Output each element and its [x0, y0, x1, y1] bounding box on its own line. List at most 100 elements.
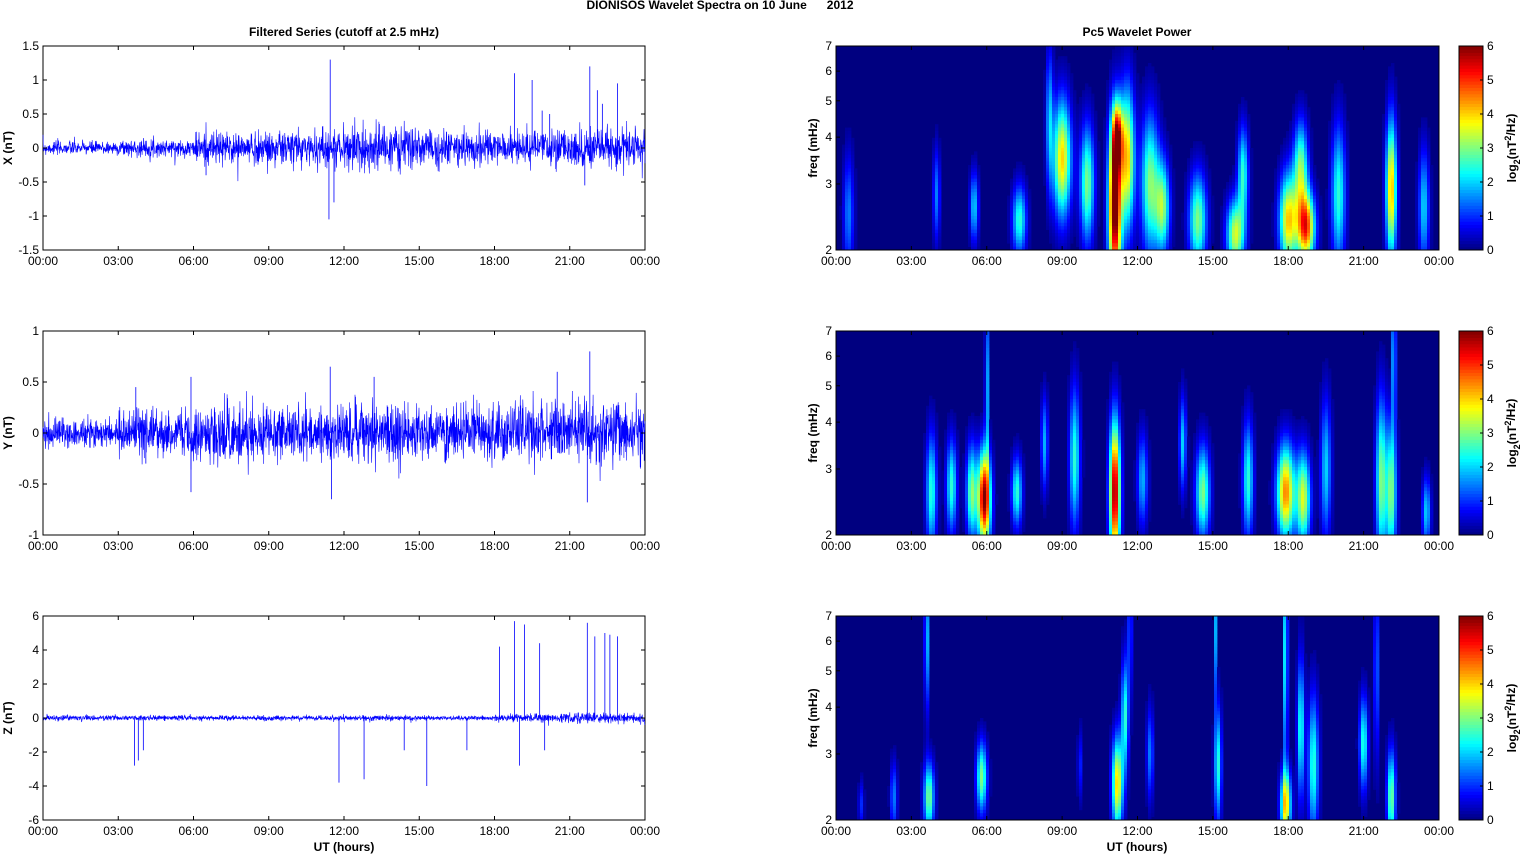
heatmap-cell [1199, 185, 1203, 190]
heatmap-cell [1292, 134, 1296, 139]
heatmap-cell [1127, 86, 1131, 91]
heatmap-cell [971, 209, 975, 213]
heatmap-cell [1115, 182, 1119, 186]
heatmap-cell [1127, 117, 1131, 122]
heatmap-cell [1019, 216, 1023, 220]
heatmap-cell [1124, 212, 1128, 217]
heatmap-cell [1133, 192, 1137, 196]
heatmap-cell [1187, 171, 1191, 176]
heatmap-cell [1166, 243, 1170, 247]
heatmap-cell [1076, 120, 1080, 125]
heatmap-cell [1028, 219, 1032, 224]
heatmap-cell [1184, 178, 1188, 183]
heatmap-cell [1133, 175, 1137, 179]
heatmap-cell [1331, 141, 1335, 145]
heatmap-cell [1112, 171, 1116, 176]
heatmap-cell [1112, 151, 1116, 156]
heatmap-cell [1115, 168, 1119, 173]
heatmap-cell [1385, 114, 1389, 118]
heatmap-cell [1067, 66, 1071, 71]
heatmap-cell [1067, 151, 1071, 156]
heatmap-cell [1025, 175, 1029, 179]
heatmap-cell [1097, 171, 1101, 176]
heatmap-cell [1094, 134, 1098, 139]
heatmap-cell [1124, 229, 1128, 234]
colorbar-swatch [1459, 183, 1483, 187]
heatmap-cell [1397, 168, 1401, 173]
heatmap-cell [1130, 195, 1134, 200]
heatmap-cell [1103, 134, 1107, 139]
heatmap-cell [1316, 185, 1320, 190]
heatmap-cell [1139, 195, 1143, 200]
heatmap-cell [845, 175, 849, 179]
heatmap-cell [1274, 219, 1278, 224]
heatmap-cell [1250, 175, 1254, 179]
heatmap-cell [1157, 178, 1161, 183]
colorbar-swatch [1459, 55, 1483, 60]
heatmap-cell [1343, 158, 1347, 162]
heatmap-cell [971, 219, 975, 224]
heatmap-cell [1085, 188, 1089, 193]
heatmap-cell [1019, 229, 1023, 234]
heatmap-cell [1397, 171, 1401, 176]
heatmap-cell [1079, 148, 1083, 152]
heatmap-cell [1310, 209, 1314, 213]
heatmap-cell [1142, 103, 1146, 108]
heatmap-cell [1397, 246, 1401, 251]
heatmap-cell [1241, 199, 1245, 203]
heatmap-cell [1241, 151, 1245, 156]
heatmap-cell [1016, 216, 1020, 220]
colorbar-swatch [1459, 122, 1483, 127]
heatmap-cell [845, 209, 849, 213]
heatmap-cell [1151, 148, 1155, 152]
heatmap-cell [1067, 86, 1071, 91]
heatmap-cell [1202, 243, 1206, 247]
heatmap-cell [851, 229, 855, 234]
heatmap-cell [1241, 110, 1245, 115]
heatmap-cell [1079, 226, 1083, 230]
heatmap-cell [1016, 195, 1020, 200]
heatmap-cell [1232, 195, 1236, 200]
heatmap-cell [1067, 148, 1071, 152]
heatmap-cell [1334, 229, 1338, 234]
heatmap-cell [1382, 131, 1386, 135]
heatmap-cell [1250, 168, 1254, 173]
heatmap-cell [1109, 73, 1113, 77]
heatmap-cell [1109, 236, 1113, 241]
heatmap-cell [1130, 161, 1134, 166]
heatmap-cell [1391, 233, 1395, 237]
heatmap-cell [1283, 195, 1287, 200]
heatmap-cell [1397, 236, 1401, 241]
heatmap-cell [1160, 178, 1164, 183]
heatmap-cell [1112, 56, 1116, 60]
heatmap-cell [938, 161, 942, 166]
heatmap-cell [1340, 175, 1344, 179]
heatmap-cell [1334, 161, 1338, 166]
heatmap-cell [851, 161, 855, 166]
heatmap-cell [1331, 158, 1335, 162]
heatmap-cell [1205, 175, 1209, 179]
heatmap-cell [1118, 205, 1122, 210]
heatmap-cell [1118, 76, 1122, 81]
heatmap-cell [1241, 171, 1245, 176]
heatmap-cell [1112, 117, 1116, 122]
heatmap-cell [1154, 151, 1158, 156]
heatmap-cell [1205, 205, 1209, 210]
heatmap-cell [1391, 168, 1395, 173]
heatmap-cell [1157, 107, 1161, 111]
heatmap-cell [1277, 175, 1281, 179]
heatmap-cell [1190, 219, 1194, 224]
heatmap-cell [1148, 161, 1152, 166]
heatmap-cell [1121, 86, 1125, 91]
heatmap-cell [1124, 216, 1128, 220]
heatmap-cell [1205, 243, 1209, 247]
heatmap-cell [974, 222, 978, 227]
heatmap-cell [1055, 73, 1059, 77]
heatmap-cell [1091, 216, 1095, 220]
heatmap-cell [1136, 103, 1140, 108]
heatmap-cell [1298, 161, 1302, 166]
heatmap-cell [1382, 219, 1386, 224]
heatmap-cell [1106, 83, 1110, 88]
heatmap-cell [1292, 171, 1296, 176]
heatmap-cell [1097, 178, 1101, 183]
